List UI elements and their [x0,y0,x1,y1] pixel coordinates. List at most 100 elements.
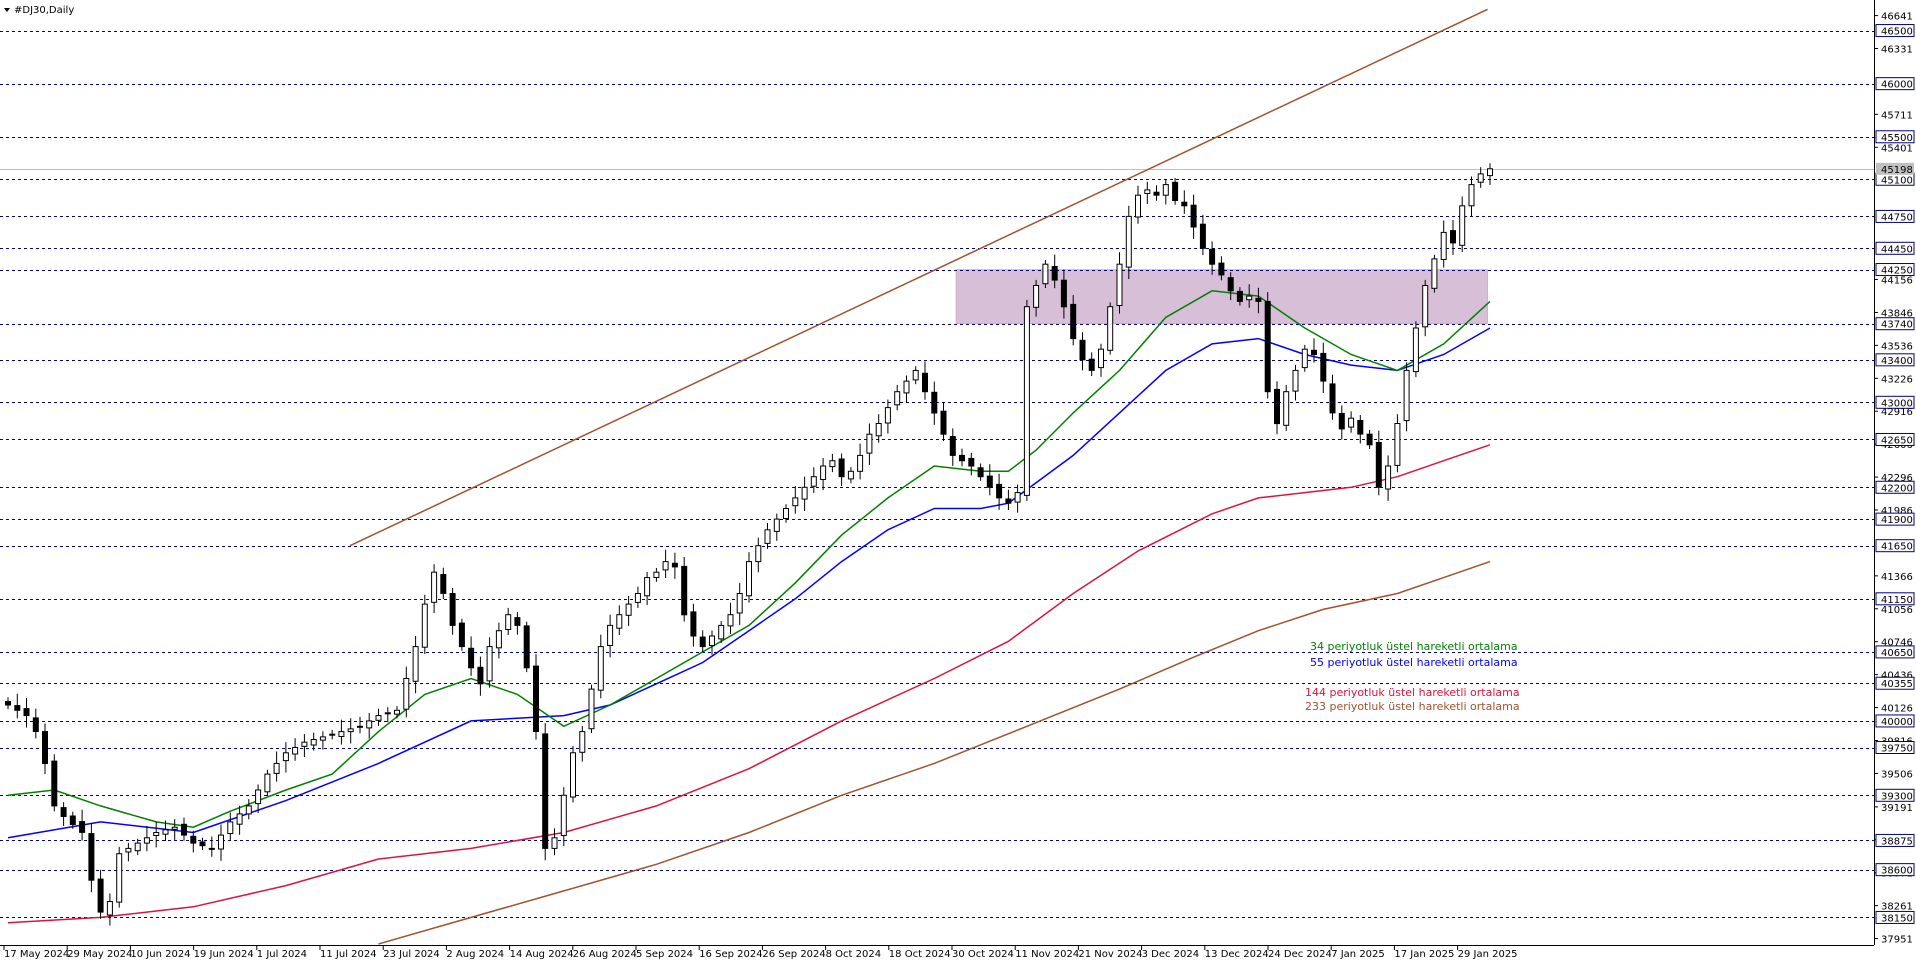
candle-body [764,529,771,544]
level-label: 38150 [1881,913,1913,924]
candle-body [1236,290,1243,302]
candle-body [1014,492,1021,503]
trend-line[interactable] [349,8,1488,547]
candle-body [653,571,660,579]
candle-body [588,688,595,730]
level-label-box [1875,592,1915,606]
candle-body [199,841,206,847]
time-tick-label: 14 Aug 2024 [510,949,574,960]
candle-body [319,736,326,741]
price-tick-label: 40746 [1881,638,1913,649]
candle-body [181,823,187,836]
candle-body [486,646,493,682]
time-tick-label: 7 Jan 2025 [1331,949,1385,960]
candle-body [1366,433,1373,446]
level-label: 40355 [1881,679,1913,690]
candle-body [570,752,576,798]
candle-body [208,847,215,850]
time-tick-label: 29 May 2024 [67,949,132,960]
candle-body [190,835,197,844]
time-tick-label: 19 Jun 2024 [194,949,254,960]
symbol-label: #DJ30,Daily [14,5,74,16]
price-tick-label: 41056 [1881,605,1913,616]
candle-body [310,739,317,746]
level-label-box [1875,395,1915,409]
candle-body [1023,306,1030,496]
candle-body [829,460,836,468]
candle-body [625,603,632,616]
candle-body [1394,423,1401,466]
candle-body [1098,348,1104,369]
price-tick-label: 39506 [1881,769,1913,780]
candle-body [245,805,252,815]
candle-body [1209,248,1216,265]
time-tick-label: 18 Oct 2024 [889,949,951,960]
price-tick-label: 41986 [1881,506,1913,517]
candle-body [662,561,669,571]
candle-body [746,561,752,597]
candle-body [1274,388,1280,425]
level-label-box [1875,741,1915,755]
price-tick-label: 43226 [1881,374,1913,385]
time-tick-label: 10 Jun 2024 [130,949,190,960]
level-label: 46500 [1881,27,1913,38]
time-tick-label: 30 Oct 2024 [952,949,1014,960]
time-tick-label: 5 Sep 2024 [636,949,693,960]
candle-body [301,741,308,747]
symbol-header: #DJ30,Daily [4,5,74,16]
level-label-box [1875,788,1915,802]
candle-body [922,372,928,393]
time-tick-label: 26 Aug 2024 [573,949,637,960]
price-tick-label: 38261 [1881,902,1913,913]
trend-line-segment[interactable] [349,8,1488,547]
price-tick-label: 39191 [1881,803,1913,814]
dropdown-triangle-icon[interactable] [4,8,10,12]
candle-body [1311,349,1317,355]
last-price-box [1876,162,1914,175]
candle-body [1487,168,1493,177]
price-tick-label: 42916 [1881,407,1913,418]
candle-body [1403,369,1410,422]
candle-body [384,712,391,715]
candle-body [533,665,539,732]
level-label-box [1875,77,1915,91]
level-label-box [1875,645,1915,659]
candle-body [1477,173,1484,183]
time-tick-label: 2 Aug 2024 [446,949,504,960]
candle-body [1079,339,1086,361]
price-axis[interactable]: 46641 46331 45711 45401 44156 43846 43536 43226… [1874,12,1915,946]
candle-body [1255,297,1262,302]
candle-body [681,565,688,616]
candle-body [1292,369,1299,392]
candle-body [1468,184,1475,207]
candle-body [1190,204,1197,228]
candle-body [820,465,827,480]
candle-body [597,646,604,691]
candle-body [718,624,725,640]
candle-body [1422,285,1429,328]
candle-body [1153,191,1160,196]
price-tick-label: 42296 [1881,473,1913,484]
candle-body [292,747,299,755]
level-label-box [1875,24,1915,38]
candle-body [699,636,706,648]
level-label-box [1875,317,1915,331]
candle-body [153,832,160,836]
candle-body [273,762,280,774]
price-tick-label: 45401 [1881,143,1913,154]
candle-body [357,725,363,728]
level-label-box [1875,512,1915,526]
candle-body [1357,420,1364,435]
candle-body [431,571,438,603]
time-tick-label: 11 Jul 2024 [320,949,377,960]
time-tick-label: 3 Dec 2024 [1142,949,1200,960]
candle-body [1162,184,1169,196]
candle-body [338,731,345,737]
candle-body [542,733,549,849]
candle-body [143,837,150,844]
level-label: 42650 [1881,435,1913,446]
last-price-label: 45198 [1881,165,1913,176]
candle-body [375,715,382,721]
